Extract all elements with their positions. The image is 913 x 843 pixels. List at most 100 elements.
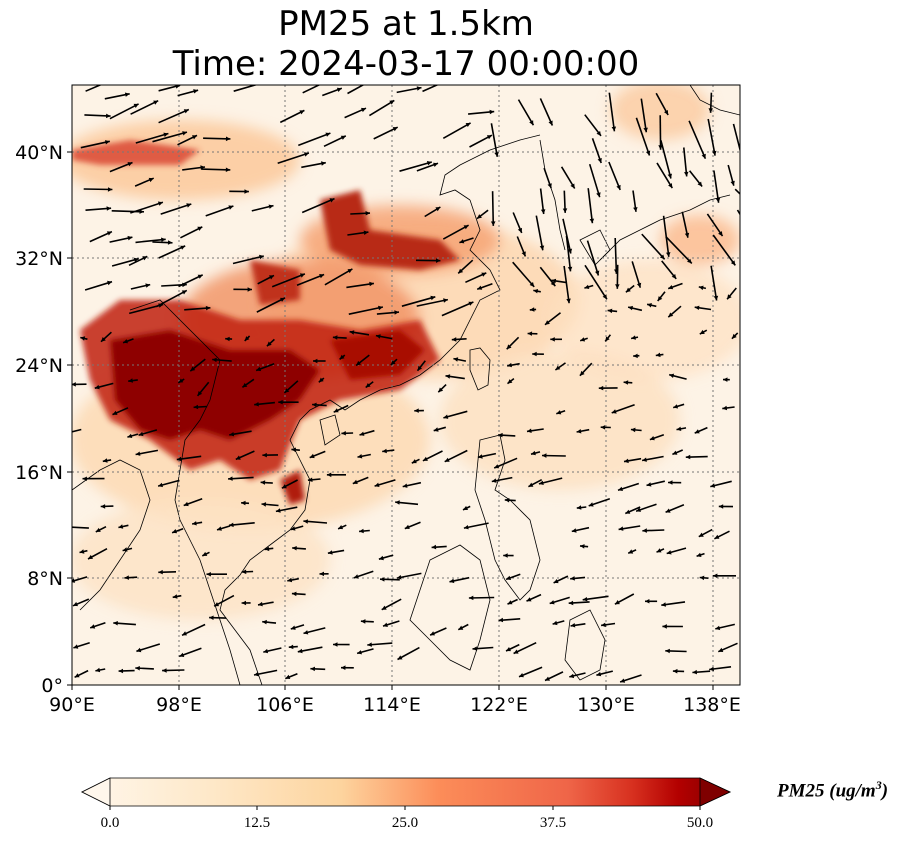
wind-vector-head xyxy=(468,301,474,306)
wind-vector-head xyxy=(190,366,196,372)
wind-vector-head xyxy=(481,272,487,277)
wind-vector-head xyxy=(359,431,365,436)
wind-vector-head xyxy=(336,87,342,92)
lat-tick-label: 8°N xyxy=(27,568,63,590)
wind-vector-head xyxy=(696,552,702,557)
wind-vector-head xyxy=(262,452,267,458)
wind-vector-head xyxy=(718,231,723,237)
wind-vector-head xyxy=(435,207,441,212)
wind-vector-head xyxy=(172,529,178,534)
wind-vector-shaft xyxy=(563,265,570,304)
wind-vector-head xyxy=(698,532,704,537)
wind-vector-head xyxy=(503,553,508,558)
wind-vector-head xyxy=(127,162,133,167)
wind-vector-head xyxy=(102,458,108,463)
wind-vector-head xyxy=(263,80,268,84)
wind-vector-head xyxy=(339,354,345,360)
wind-vector-head xyxy=(551,278,557,284)
wind-vector-head xyxy=(631,335,636,340)
wind-vector-head xyxy=(329,198,335,203)
wind-vector-shaft xyxy=(491,191,495,226)
wind-vector-head xyxy=(519,673,524,678)
wind-vector-head xyxy=(244,189,249,194)
wind-vector-head xyxy=(602,294,607,300)
wind-vector-shaft xyxy=(399,161,433,172)
wind-vector-head xyxy=(312,402,317,408)
wind-vector-head xyxy=(411,459,417,464)
wind-vector-shaft xyxy=(158,108,190,124)
wind-vector-shaft xyxy=(135,132,169,144)
wind-vector-head xyxy=(498,432,503,438)
wind-vector-head xyxy=(507,379,513,384)
wind-vector-head xyxy=(268,204,274,209)
wind-vector-head xyxy=(545,676,550,681)
wind-vector-head xyxy=(545,320,550,325)
wind-vector-shaft xyxy=(512,261,535,288)
wind-vector-shaft xyxy=(85,85,103,92)
wind-vector-head xyxy=(88,554,93,559)
wind-vector-shaft xyxy=(539,98,554,126)
wind-vector-head xyxy=(431,544,437,550)
wind-vector-head xyxy=(507,362,512,368)
wind-vector-shaft xyxy=(490,123,499,157)
wind-vector-head xyxy=(241,600,247,606)
wind-vector-head xyxy=(262,619,267,625)
wind-vector-head xyxy=(665,508,671,513)
wind-vector-head xyxy=(389,100,395,105)
wind-vector-head xyxy=(153,100,159,105)
wind-vector-head xyxy=(517,227,522,233)
wind-vector-shaft xyxy=(641,233,666,260)
wind-vector-head xyxy=(528,482,534,487)
wind-vector-head xyxy=(281,484,287,489)
wind-vector-shaft xyxy=(80,140,110,149)
wind-vector-head xyxy=(463,225,469,230)
wind-vector-head xyxy=(197,226,203,231)
wind-vector-head xyxy=(570,576,575,581)
colorbar-label-text: PM25 (ug/m xyxy=(777,780,876,802)
wind-vector-head xyxy=(642,528,647,533)
wind-vector-head xyxy=(333,408,339,413)
wind-vector-head xyxy=(698,285,704,291)
wind-vector-head xyxy=(513,649,519,654)
wind-vector-head xyxy=(183,109,189,114)
wind-vector-shaft xyxy=(710,265,718,301)
wind-vector-head xyxy=(363,230,369,235)
wind-vector-head xyxy=(630,427,636,433)
wind-vector-head xyxy=(291,591,297,597)
wind-vector-head xyxy=(263,648,269,654)
wind-vector-head xyxy=(540,209,546,214)
wind-vector-head xyxy=(618,486,623,491)
wind-vector-head xyxy=(571,528,577,533)
wind-vector-head xyxy=(567,266,573,272)
wind-vector-head xyxy=(555,365,561,370)
wind-vector-head xyxy=(656,548,662,553)
wind-vector-head xyxy=(673,404,679,409)
wind-vector-shaft xyxy=(416,298,449,307)
wind-vector-head xyxy=(668,285,674,290)
wind-vector-head xyxy=(206,572,211,577)
wind-vector-head xyxy=(529,307,535,312)
wind-vector-head xyxy=(242,382,248,388)
wind-vector-head xyxy=(538,480,544,485)
wind-vector-head xyxy=(436,258,441,263)
wind-vector-head xyxy=(426,161,432,166)
wind-vector-head xyxy=(636,507,641,512)
wind-vector-head xyxy=(95,667,101,673)
wind-vector-head xyxy=(526,597,532,602)
wind-vector-head xyxy=(477,214,482,219)
wind-vector-head xyxy=(547,183,552,189)
wind-vector-head xyxy=(167,240,173,245)
wind-vector-head xyxy=(527,331,533,336)
wind-vector-shaft xyxy=(233,85,258,92)
colorbar xyxy=(81,777,731,810)
wind-vector-head xyxy=(623,380,629,385)
wind-vector-head xyxy=(614,600,620,605)
wind-vector-head xyxy=(225,336,230,342)
lat-tick-label: 0° xyxy=(41,675,63,697)
wind-vector-head xyxy=(352,479,358,484)
wind-vector-head xyxy=(468,595,474,601)
wind-vector-head xyxy=(378,555,384,561)
wind-vector-head xyxy=(548,120,553,126)
wind-vector-head xyxy=(307,477,313,482)
wind-vector-head xyxy=(395,500,400,505)
